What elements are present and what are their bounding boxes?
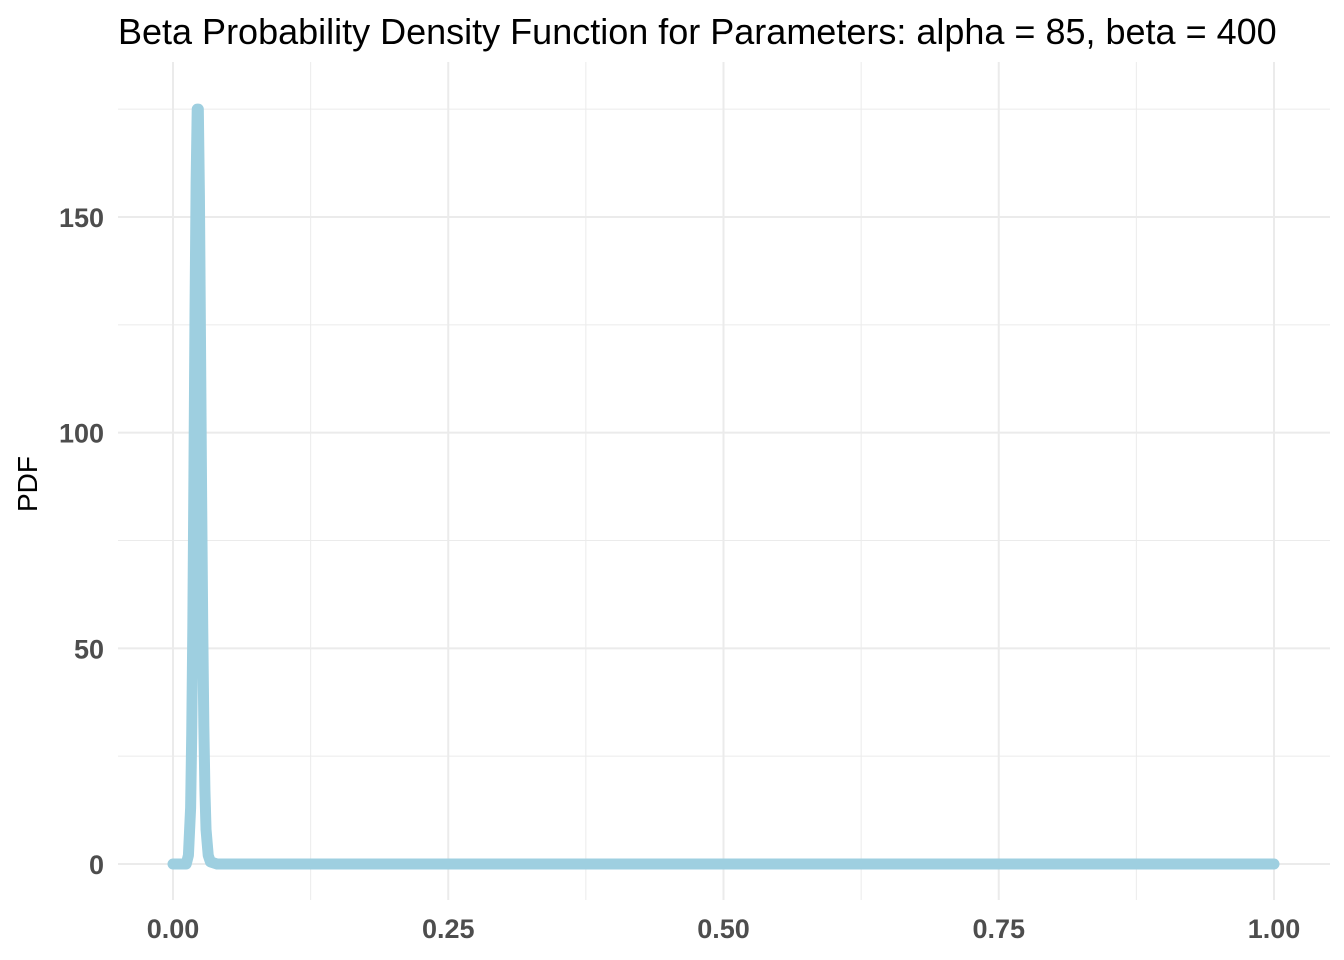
tick-labels: 0.00 0.25 0.50 0.75 1.00 0 50 100 150 bbox=[59, 203, 1300, 944]
y-tick-label: 150 bbox=[59, 203, 104, 233]
y-tick-label: 50 bbox=[74, 634, 104, 664]
x-tick-label: 0.25 bbox=[422, 914, 475, 944]
chart-title: Beta Probability Density Function for Pa… bbox=[118, 11, 1277, 52]
series-layer bbox=[167, 103, 1280, 870]
x-tick-label: 0.50 bbox=[697, 914, 750, 944]
y-axis-title: PDF bbox=[12, 456, 43, 512]
pdf-series-line bbox=[167, 103, 1280, 870]
x-tick-label: 0.00 bbox=[147, 914, 200, 944]
y-tick-label: 100 bbox=[59, 419, 104, 449]
x-tick-label: 1.00 bbox=[1248, 914, 1301, 944]
grid-lines bbox=[118, 62, 1330, 900]
x-tick-label: 0.75 bbox=[972, 914, 1025, 944]
y-tick-label: 0 bbox=[89, 850, 104, 880]
